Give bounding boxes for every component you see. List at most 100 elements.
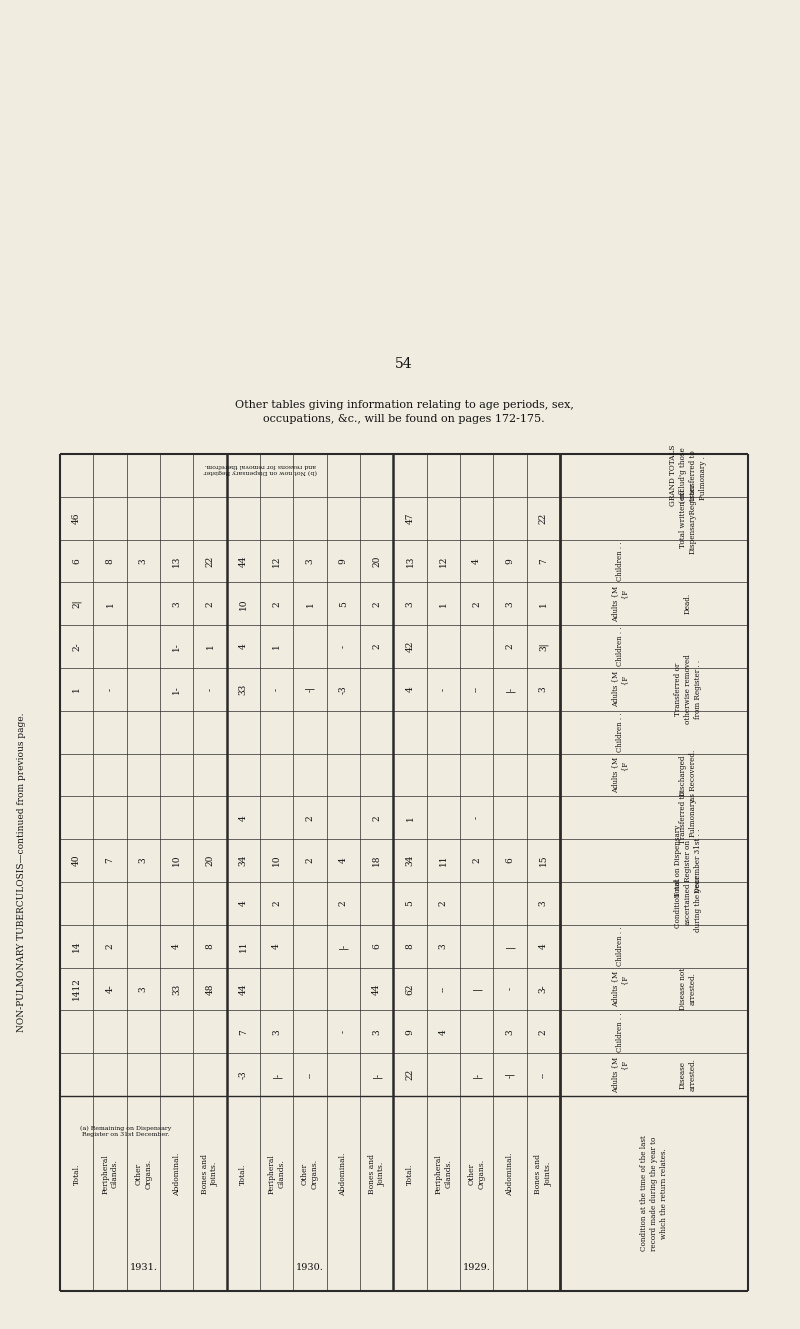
Text: --: -- [439,986,448,991]
Text: Total.: Total. [73,1163,81,1184]
Text: 2: 2 [306,815,314,820]
Text: 1: 1 [272,643,281,650]
Text: 4: 4 [339,857,348,864]
Text: 3: 3 [506,601,514,606]
Text: 1: 1 [439,601,448,606]
Text: 3: 3 [139,986,148,991]
Text: 4: 4 [472,558,481,563]
Text: Other
Organs.: Other Organs. [301,1159,319,1189]
Text: 4: 4 [439,1029,448,1035]
Text: 14: 14 [72,941,81,952]
Text: 1: 1 [206,643,214,650]
Text: 2: 2 [372,601,381,606]
Text: 2: 2 [272,601,281,606]
Text: -|: -| [506,1071,514,1078]
Text: Discharged
as Recovered.: Discharged as Recovered. [679,750,697,800]
Text: 12: 12 [272,556,281,566]
Text: 5: 5 [406,901,414,906]
Text: 2: 2 [472,857,481,864]
Text: 2: 2 [272,901,281,906]
Text: 44: 44 [372,983,381,994]
Text: 22: 22 [206,556,214,566]
Text: 2: 2 [339,901,348,906]
Text: -3: -3 [239,1070,248,1079]
Text: Transferred or
otherwise removed
from Register . .: Transferred or otherwise removed from Re… [674,654,702,724]
Text: 2: 2 [206,601,214,606]
Text: 3: 3 [372,1029,381,1034]
Text: 1412: 1412 [72,978,81,1001]
Text: 3: 3 [172,601,181,606]
Text: Adults {M
        {F: Adults {M {F [611,671,629,707]
Text: Bones and
Joints.: Bones and Joints. [534,1154,552,1193]
Text: Abdominal.: Abdominal. [173,1152,181,1196]
Text: Peripheral
Glands.: Peripheral Glands. [101,1154,119,1193]
Text: Total.: Total. [406,1163,414,1184]
Text: 11: 11 [439,855,448,867]
Text: 13: 13 [406,556,414,566]
Text: 44: 44 [239,556,248,566]
Text: 1929.: 1929. [462,1263,490,1272]
Text: 2: 2 [539,1029,548,1034]
Text: Other
Organs.: Other Organs. [134,1159,152,1189]
Text: 62: 62 [406,983,414,994]
Text: 10: 10 [172,855,181,867]
Text: 22: 22 [406,1069,414,1080]
Text: Children . .: Children . . [616,541,624,581]
Text: 10: 10 [239,598,248,610]
Text: |-: |- [372,1071,382,1078]
Text: 1: 1 [72,687,81,692]
Text: 1930.: 1930. [296,1263,324,1272]
Text: 10: 10 [272,855,281,867]
Text: Abdominal.: Abdominal. [339,1152,347,1196]
Text: --: -- [472,686,481,692]
Text: Children . .: Children . . [616,627,624,666]
Text: 7: 7 [106,857,114,864]
Text: 9: 9 [339,558,348,563]
Text: 44: 44 [239,983,248,994]
Text: Adults {M
        {F: Adults {M {F [611,586,629,622]
Text: 2: 2 [106,944,114,949]
Text: 42: 42 [406,641,414,653]
Text: 4: 4 [239,815,248,821]
Text: 11: 11 [239,941,248,952]
Text: Adults {M
        {F: Adults {M {F [611,1057,629,1092]
Text: 20: 20 [206,855,214,867]
Text: Bones and
Joints.: Bones and Joints. [201,1154,219,1193]
Text: 3: 3 [306,558,314,563]
Text: 3: 3 [272,1029,281,1034]
Text: 7: 7 [239,1029,248,1035]
Text: 2: 2 [372,815,381,820]
Text: 6: 6 [506,857,514,864]
Text: Children . .: Children . . [616,926,624,966]
Text: Disease not
arrested.: Disease not arrested. [679,968,697,1010]
Text: Condition at the time of the last
record made during the year to
which the retur: Condition at the time of the last record… [640,1135,668,1252]
Text: 4: 4 [539,944,548,949]
Text: -: - [339,1030,348,1034]
Text: 4: 4 [406,687,414,692]
Text: 34: 34 [239,855,248,867]
Text: Disease
arrested.: Disease arrested. [679,1058,697,1091]
Text: |: | [472,987,482,990]
Text: (a) Remaining on Dispensary
Register on 31st December.: (a) Remaining on Dispensary Register on … [80,1126,171,1136]
Text: 3: 3 [139,558,148,563]
Text: 1: 1 [406,815,414,821]
Text: 2: 2 [506,643,514,650]
Text: 2-: 2- [72,642,81,651]
Text: Total.: Total. [239,1163,247,1184]
Text: 6: 6 [372,944,381,949]
Text: -: - [272,688,281,691]
Text: 2: 2 [472,601,481,606]
Text: 3: 3 [439,944,448,949]
Text: 48: 48 [206,983,214,994]
Text: 22: 22 [539,513,548,524]
Text: Total written off
DispensaryRegister: Total written off DispensaryRegister [679,482,697,554]
Text: 13: 13 [172,556,181,566]
Text: 4: 4 [172,944,181,949]
Text: |-: |- [506,686,514,692]
Text: -: - [439,688,448,691]
Text: 8: 8 [206,944,214,949]
Text: 5: 5 [339,601,348,607]
Text: 2: 2 [439,901,448,906]
Text: 8: 8 [106,558,114,563]
Text: --: -- [306,1071,314,1078]
